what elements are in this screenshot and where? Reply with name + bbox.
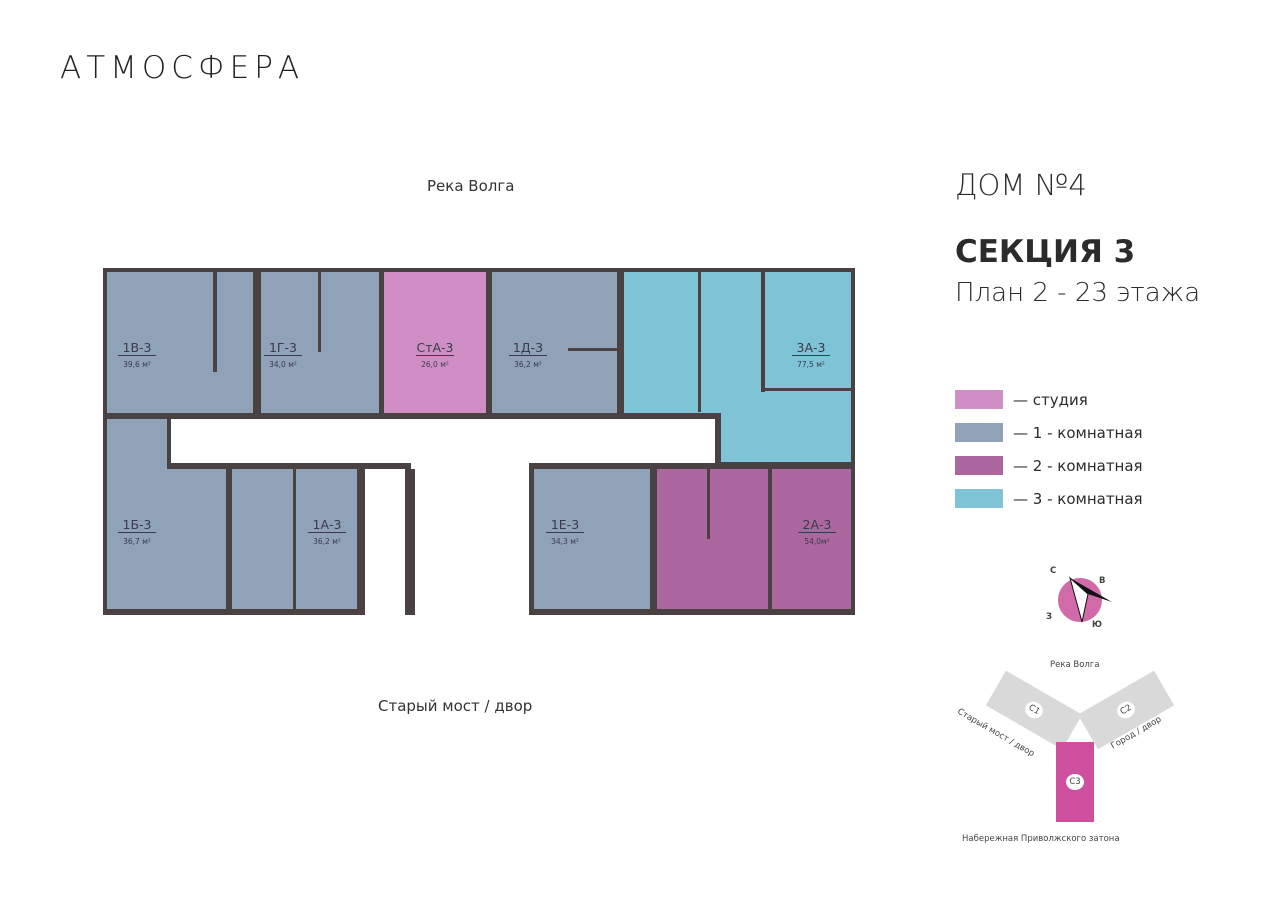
- apartment-1b-3-part: [167, 469, 226, 609]
- legend-item: — 1 - комнатная: [955, 423, 1143, 442]
- section-title: СЕКЦИЯ 3: [955, 234, 1136, 270]
- corridor: [171, 419, 715, 463]
- apartment-label: 1Б-3 36,7 м²: [87, 517, 187, 546]
- compass-e: В: [1099, 576, 1106, 586]
- brand-logo: АТМОСФЕРА: [60, 50, 305, 86]
- site-bottom-label: Набережная Приволжского затона: [962, 834, 1120, 844]
- stairwell: [411, 463, 529, 615]
- apartment-label: 3А-3 77,5 м²: [761, 340, 861, 369]
- apartment-1d-3[interactable]: [492, 272, 617, 413]
- apartment-2a-3[interactable]: [657, 469, 851, 609]
- apartment-label: 1Е-3 34,3 м²: [515, 517, 615, 546]
- plan-subtitle: План 2 - 23 этажа: [955, 278, 1201, 308]
- elevator-shaft: [365, 469, 405, 615]
- apartment-3a-3-part: [721, 408, 851, 462]
- apartment-1b-3[interactable]: [107, 419, 167, 609]
- apartment-label: 1Г-3 34,0 м²: [233, 340, 333, 369]
- site-c3: С3: [1056, 742, 1094, 822]
- legend-item: — 2 - комнатная: [955, 456, 1143, 475]
- apartment-label: 1Д-3 36,2 м²: [478, 340, 578, 369]
- orientation-bottom: Старый мост / двор: [378, 697, 533, 715]
- compass-n: С: [1050, 566, 1057, 576]
- compass-s: Ю: [1092, 620, 1102, 630]
- compass-w: З: [1046, 612, 1053, 622]
- apartment-label: СтА-3 26,0 м²: [416, 340, 454, 369]
- apartment-label: 1А-3 36,2 м²: [277, 517, 377, 546]
- apartment-label: 1В-3 39,6 м²: [87, 340, 187, 369]
- apartment-1v-3[interactable]: [107, 272, 253, 413]
- apartment-1e-3[interactable]: [534, 469, 650, 609]
- apartment-label: 2А-3 54,0м²: [767, 517, 867, 546]
- apartment-sta-3[interactable]: [384, 272, 486, 413]
- legend-item: — 3 - комнатная: [955, 489, 1143, 508]
- compass-icon: [1058, 576, 1112, 623]
- house-title: ДОМ №4: [955, 168, 1087, 202]
- site-top-label: Река Волга: [1050, 660, 1100, 670]
- orientation-top: Река Волга: [427, 177, 515, 195]
- legend-item: — студия: [955, 390, 1088, 409]
- floor-plan: 1В-3 39,6 м² 1Г-3 34,0 м² СтА-3 26,0 м² 1Д-…: [103, 268, 855, 615]
